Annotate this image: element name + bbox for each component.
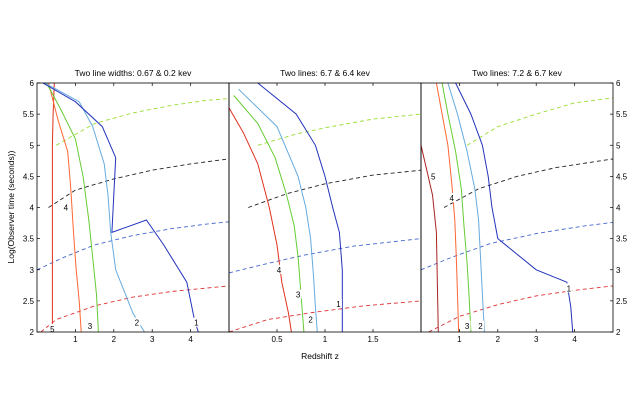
dashed-curve-4 [428,285,614,333]
right-y-tick-label: 6 [616,79,621,88]
right-y-tick-label: 3 [616,266,621,275]
y-tick-label: 6 [30,79,35,88]
contour-label-5: 5 [431,172,436,181]
contour-label-1: 1 [336,300,341,309]
panel-title: Two line widths: 0.67 & 0.2 kev [75,68,192,78]
contour-label-1: 1 [567,284,572,293]
contour-label-bg [334,298,342,308]
contour-label-bg [86,320,94,330]
x-tick-label: 2 [496,335,501,344]
dashed-curve-3 [36,221,230,271]
panel-title: Two lines: 7.2 & 6.7 kev [472,68,563,78]
contour-label-bg [48,323,56,333]
contour-line-2 [44,82,145,333]
panel-2: 4 3 2 1 Two lines: 6.7 & 6.4 kev 0.5 1 1.5 [228,68,422,344]
y-tick-label: 5.5 [23,110,35,119]
x-tick-label: 1 [73,335,78,344]
contour-label-bg [62,202,70,212]
contour-line-3 [233,95,305,333]
contour-label-4: 4 [277,266,282,275]
contour-label-2: 2 [478,322,483,331]
contour-label-3: 3 [88,322,93,331]
dashed-curve-1 [55,98,230,146]
contour-line-3 [441,82,472,333]
contour-line-4 [228,107,292,333]
contour-label-bg [294,289,302,299]
x-tick-label: 0.5 [271,335,283,344]
y-tick-label: 2 [30,328,35,337]
dashed-curve-2 [443,158,614,208]
right-y-tick-label: 4 [616,204,621,213]
y-tick-label: 3 [30,266,35,275]
contour-label-2: 2 [308,316,313,325]
contour-label-bg [133,317,141,327]
dashed-curve-2 [248,169,422,208]
right-y-tick-label: 5 [616,141,621,150]
contour-line-4 [435,82,460,333]
panel-title: Two lines: 6.7 & 6.4 kev [280,68,371,78]
contour-line-3 [46,82,99,333]
dashed-curve-2 [48,158,230,208]
dashed-curve-1 [257,113,422,146]
contour-label-3: 3 [465,322,470,331]
y-tick-label: 5 [30,141,35,150]
contour-line-4 [48,82,82,333]
contour-label-bg [565,283,573,293]
y-tick-label: 4.5 [23,172,35,181]
contour-line-1 [42,82,199,333]
contour-line-5 [420,145,439,333]
y-tick-label: 2.5 [23,297,35,306]
contour-label-bg [477,320,485,330]
contour-label-4: 4 [64,204,69,213]
contour-label-bg [275,264,283,274]
right-y-tick-label: 3.5 [616,235,628,244]
y-tick-label: 3.5 [23,235,35,244]
x-tick-label: 3 [534,335,539,344]
right-y-tick-label: 4.5 [616,172,628,181]
dashed-curve-4 [40,285,230,333]
panel-frame [228,82,422,333]
right-y-tick-label: 5.5 [616,110,628,119]
contour-label-1: 1 [194,319,199,328]
x-tick-label: 4 [188,335,193,344]
contour-line-1 [257,82,343,332]
contour-label-bg [448,193,456,203]
contour-line-2 [447,82,485,333]
dashed-curve-4 [228,300,422,333]
contour-label-bg [463,320,471,330]
contour-label-bg [307,314,315,324]
dashed-curve-3 [420,221,614,271]
contour-label-bg [429,171,437,181]
dashed-curve-1 [466,97,614,146]
x-tick-label: 1 [323,335,328,344]
y-axis-label: Log(Observer time (seconds)) [6,150,16,263]
panel-1: 5 4 3 2 1 Two line widths: 0.67 & 0.2 kev 1 2 3 4… [23,68,230,344]
contour-label-5: 5 [50,325,55,334]
contour-line-5 [51,82,55,332]
contour-line-2 [238,88,318,333]
x-tick-label: 4 [572,335,577,344]
x-tick-label: 2 [112,335,117,344]
x-tick-label: 3 [150,335,155,344]
x-tick-label: 1.5 [367,335,379,344]
y-tick-label: 4 [30,204,35,213]
contour-line-1 [455,82,574,333]
dashed-curve-3 [228,238,422,274]
x-axis-label: Redshift z [301,351,339,361]
contour-label-2: 2 [135,319,140,328]
contour-label-4: 4 [449,194,454,203]
contour-label-3: 3 [296,291,301,300]
right-y-tick-label: 2.5 [616,297,628,306]
x-tick-label: 1 [457,335,462,344]
right-y-tick-label: 2 [616,328,621,337]
contour-label-bg [192,317,200,327]
